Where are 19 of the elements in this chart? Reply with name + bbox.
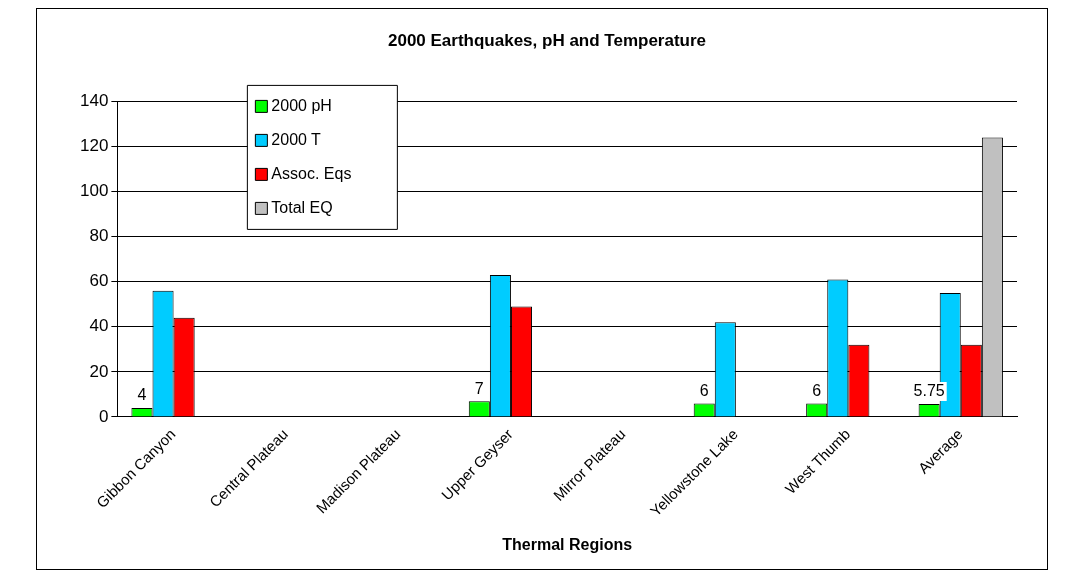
y-tick-label: 140 [79, 91, 109, 111]
legend-label: Assoc. Eqs [271, 164, 352, 182]
x-axis-title: Thermal Regions [502, 535, 633, 553]
y-tick-label: 20 [89, 361, 109, 381]
data-label: 5.75 [913, 382, 945, 400]
y-tick-label: 40 [89, 316, 109, 336]
chart-title: 2000 Earthquakes, pH and Temperature [387, 30, 707, 50]
data-label: 7 [474, 379, 484, 397]
legend-label: 2000 pH [271, 96, 332, 114]
legend-label: 2000 T [271, 130, 322, 148]
y-tick-label: 120 [79, 136, 109, 156]
y-tick-label: 0 [98, 406, 109, 426]
y-tick-label: 60 [89, 271, 109, 291]
data-label: 6 [699, 381, 709, 399]
y-tick-label: 100 [79, 181, 109, 201]
y-tick-label: 80 [89, 226, 109, 246]
data-label: 6 [812, 381, 822, 399]
legend-label: Total EQ [271, 198, 333, 216]
data-label: 4 [137, 386, 147, 404]
